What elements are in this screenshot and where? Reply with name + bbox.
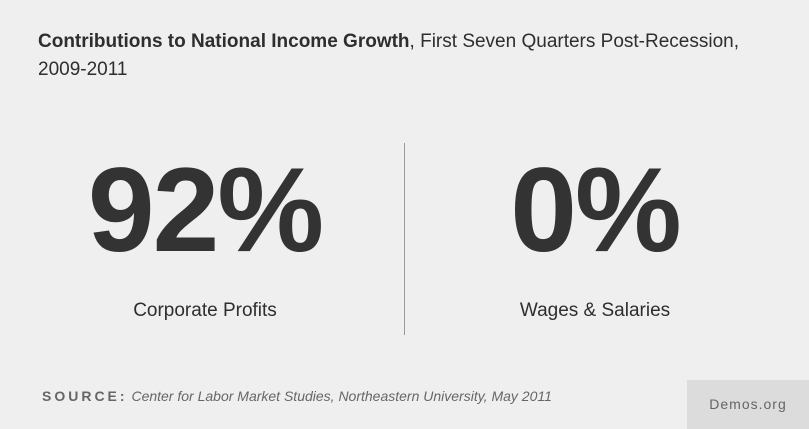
title-bold: Contributions to National Income Growth <box>38 31 410 52</box>
title-rest: , First Seven Quarters Post-Recession, 2… <box>38 31 739 80</box>
source-label: SOURCE: <box>42 388 128 404</box>
brand: Demos.org <box>687 380 809 429</box>
stat-label: Wages & Salaries <box>519 300 671 321</box>
stat: 92% Corporate Profits <box>10 140 400 322</box>
stat-label: Corporate Profits <box>133 300 277 321</box>
divider <box>404 143 405 335</box>
stat: 0% Wages & Salaries <box>400 140 790 322</box>
stat-value: 0% <box>510 143 681 277</box>
source-text: Center for Labor Market Studies, Northea… <box>131 388 552 404</box>
source: SOURCE: Center for Labor Market Studies,… <box>42 388 552 404</box>
title: Contributions to National Income Growth,… <box>38 28 768 84</box>
stat-value: 92% <box>87 143 324 277</box>
